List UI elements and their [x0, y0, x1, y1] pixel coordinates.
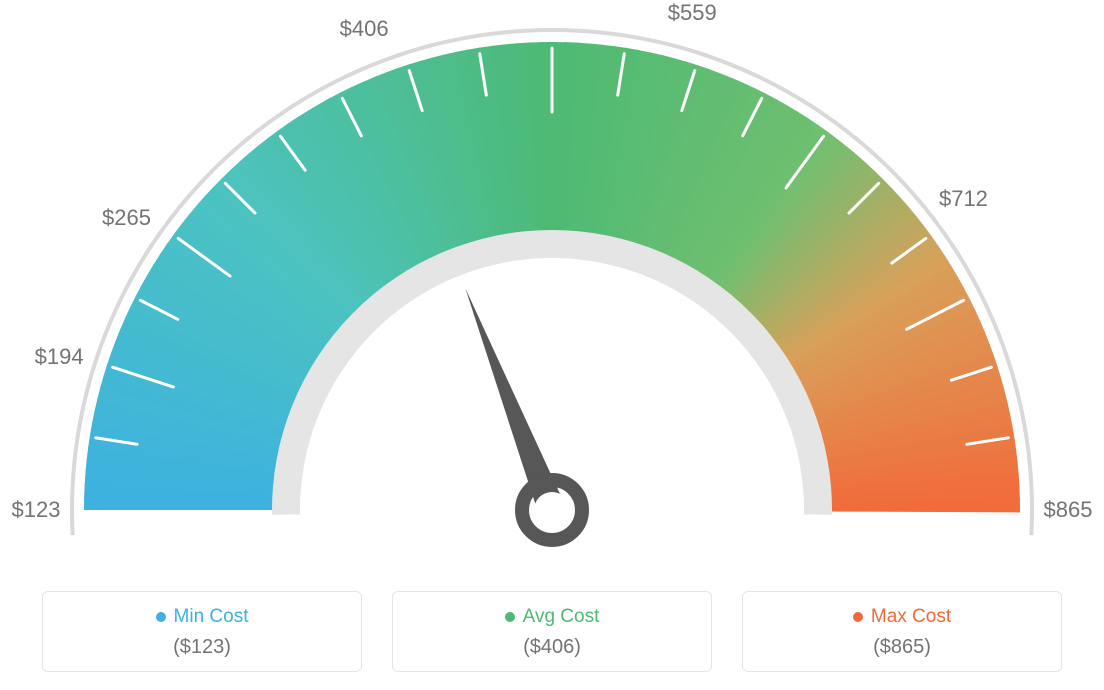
gauge-tick-label: $194 [35, 344, 84, 370]
legend-card-avg: Avg Cost ($406) [392, 591, 712, 672]
gauge-tick-label: $712 [939, 186, 988, 212]
legend-dot-min [156, 612, 166, 622]
legend-value-max: ($865) [743, 636, 1061, 659]
gauge-svg [0, 0, 1104, 580]
gauge-tick-label: $265 [102, 205, 151, 231]
legend-card-max: Max Cost ($865) [742, 591, 1062, 672]
gauge-tick-label: $865 [1044, 497, 1093, 523]
legend-label-avg: Avg Cost [523, 606, 600, 628]
legend-label-min: Min Cost [174, 606, 249, 628]
gauge-tick-label: $123 [12, 497, 61, 523]
gauge-chart: $123 $194 $265 $406 $559 $712 $865 [0, 0, 1104, 580]
gauge-tick-label: $559 [668, 0, 717, 26]
legend-value-min: ($123) [43, 636, 361, 659]
gauge-tick-label: $406 [340, 16, 389, 42]
legend-value-avg: ($406) [393, 636, 711, 659]
legend-card-min: Min Cost ($123) [42, 591, 362, 672]
legend-label-max: Max Cost [871, 606, 951, 628]
legend-dot-avg [505, 612, 515, 622]
legend-dot-max [853, 612, 863, 622]
legend-row: Min Cost ($123) Avg Cost ($406) Max Cost… [0, 591, 1104, 672]
